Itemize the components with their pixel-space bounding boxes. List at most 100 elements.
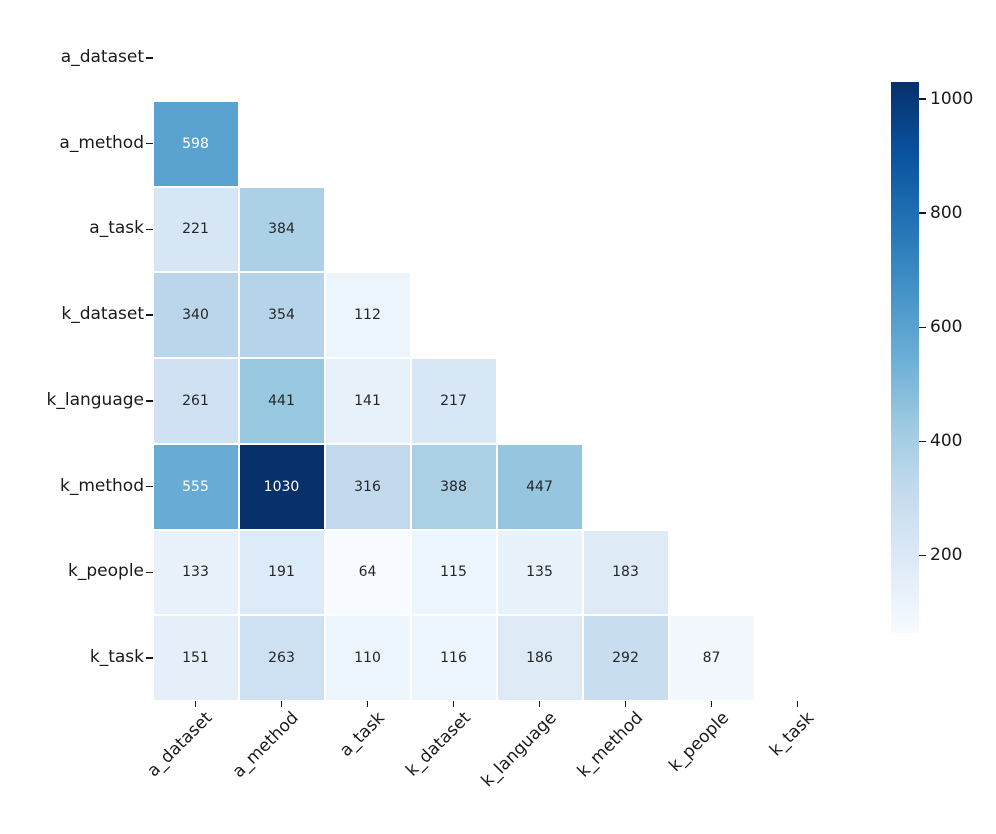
heatmap-cell-value: 263: [268, 650, 295, 667]
heatmap-cell: 217: [411, 359, 496, 443]
x-tick-mark: [280, 701, 283, 707]
heatmap-cell-value: 217: [440, 392, 467, 409]
y-tick-label: k_language: [46, 389, 145, 410]
colorbar-tick-label: 400: [930, 430, 963, 451]
x-tick-label: k_dataset: [402, 708, 475, 781]
heatmap-cell-value: 151: [182, 650, 209, 667]
x-tick-mark: [452, 701, 455, 707]
y-tick-label: k_method: [60, 475, 144, 496]
colorbar-gradient: [890, 82, 919, 633]
heatmap-cell: 116: [411, 616, 496, 700]
y-tick-mark: [146, 142, 153, 145]
y-tick-mark: [146, 228, 153, 231]
heatmap-cell: 340: [153, 273, 238, 357]
colorbar-tick-mark: [918, 440, 926, 443]
colorbar-tick-mark: [918, 554, 926, 557]
heatmap-cell-value: 191: [268, 564, 295, 581]
y-tick-label: a_dataset: [60, 46, 144, 67]
y-tick-label: a_method: [59, 132, 144, 153]
heatmap-cell-value: 441: [268, 392, 295, 409]
heatmap-cell: 133: [153, 530, 238, 615]
heatmap-cell: 292: [583, 616, 668, 700]
heatmap-cell: 441: [239, 359, 324, 443]
x-tick-label: k_people: [664, 708, 733, 776]
y-tick-label: a_task: [89, 218, 144, 239]
heatmap-cell-value: 340: [182, 307, 209, 324]
heatmap-cell-value: 388: [440, 478, 467, 495]
heatmap-cell-value: 354: [268, 307, 295, 324]
colorbar-tick-label: 200: [930, 544, 963, 565]
y-tick-mark: [146, 400, 153, 402]
heatmap-cell-value: 316: [354, 478, 381, 495]
heatmap-cell-value: 384: [268, 221, 295, 238]
heatmap-cell-value: 598: [182, 135, 209, 152]
x-tick-label: k_method: [573, 708, 647, 782]
heatmap-cell-value: 87: [702, 650, 721, 667]
heatmap-cell-value: 447: [526, 478, 553, 495]
heatmap-cell: 555: [153, 444, 238, 529]
y-tick-label: k_dataset: [61, 304, 144, 325]
heatmap-cell-value: 1030: [263, 478, 300, 495]
heatmap-cell-value: 186: [526, 650, 553, 667]
heatmap-cell: 151: [153, 616, 238, 700]
x-tick-mark: [624, 701, 627, 707]
heatmap-cell: 186: [497, 616, 582, 700]
x-tick-label: k_task: [766, 708, 819, 761]
heatmap-cell: 115: [411, 530, 496, 615]
heatmap-cell: 110: [325, 616, 410, 700]
heatmap-cell: 354: [239, 273, 324, 357]
heatmap-cell-value: 133: [182, 564, 209, 581]
heatmap-cell-value: 221: [182, 221, 209, 238]
x-tick-mark: [194, 701, 197, 707]
colorbar-tick-mark: [918, 98, 926, 100]
heatmap-cell: 221: [153, 187, 238, 272]
colorbar-tick-label: 600: [930, 316, 963, 337]
colorbar-tick-label: 1000: [930, 88, 974, 109]
heatmap-cell: 135: [497, 530, 582, 615]
heatmap-cell: 316: [325, 444, 410, 529]
y-tick-label: k_people: [68, 561, 144, 582]
heatmap-cell-value: 110: [354, 650, 381, 667]
x-tick-label: a_task: [335, 708, 389, 761]
heatmap-cell-value: 64: [358, 564, 377, 581]
heatmap-cell-value: 135: [526, 564, 553, 581]
x-tick-mark: [538, 701, 541, 707]
colorbar-tick-label: 800: [930, 202, 963, 223]
heatmap-cell-value: 112: [354, 307, 381, 324]
heatmap-cell: 183: [583, 530, 668, 615]
x-tick-mark: [796, 701, 799, 707]
y-tick-mark: [146, 314, 153, 316]
heatmap-cell: 447: [497, 444, 582, 529]
heatmap-cell-value: 116: [440, 650, 467, 667]
heatmap-plot-area: 598 221 384 340 354 112 261 441 141 217 555 1030 316…: [153, 15, 841, 701]
heatmap-cell: 261: [153, 359, 238, 443]
heatmap-cell: 1030: [239, 444, 324, 529]
heatmap-cell: 112: [325, 273, 410, 357]
y-tick-label: k_task: [89, 647, 144, 668]
heatmap-cell-value: 115: [440, 564, 467, 581]
heatmap-cell: 388: [411, 444, 496, 529]
heatmap-cell-value: 292: [612, 650, 639, 667]
x-tick-mark: [710, 701, 713, 707]
heatmap-cell-value: 555: [182, 478, 209, 495]
colorbar-tick-mark: [918, 326, 926, 329]
heatmap-cell: 141: [325, 359, 410, 443]
y-tick-mark: [146, 485, 153, 488]
heatmap-cell-value: 261: [182, 392, 209, 409]
x-tick-label: a_method: [228, 708, 303, 782]
heatmap-cell-value: 183: [612, 564, 639, 581]
x-tick-label: a_dataset: [143, 708, 217, 781]
heatmap-cell: 87: [669, 616, 754, 700]
y-tick-mark: [146, 57, 153, 59]
y-tick-mark: [146, 657, 153, 659]
x-tick-label: k_language: [477, 708, 561, 792]
x-tick-mark: [366, 701, 369, 707]
heatmap-cell-value: 141: [354, 392, 381, 409]
y-tick-mark: [146, 571, 153, 574]
heatmap-cell: 598: [153, 101, 238, 186]
heatmap-cell: 64: [325, 530, 410, 615]
heatmap-cell: 191: [239, 530, 324, 615]
heatmap-cell: 263: [239, 616, 324, 700]
heatmap-cell: 384: [239, 187, 324, 272]
